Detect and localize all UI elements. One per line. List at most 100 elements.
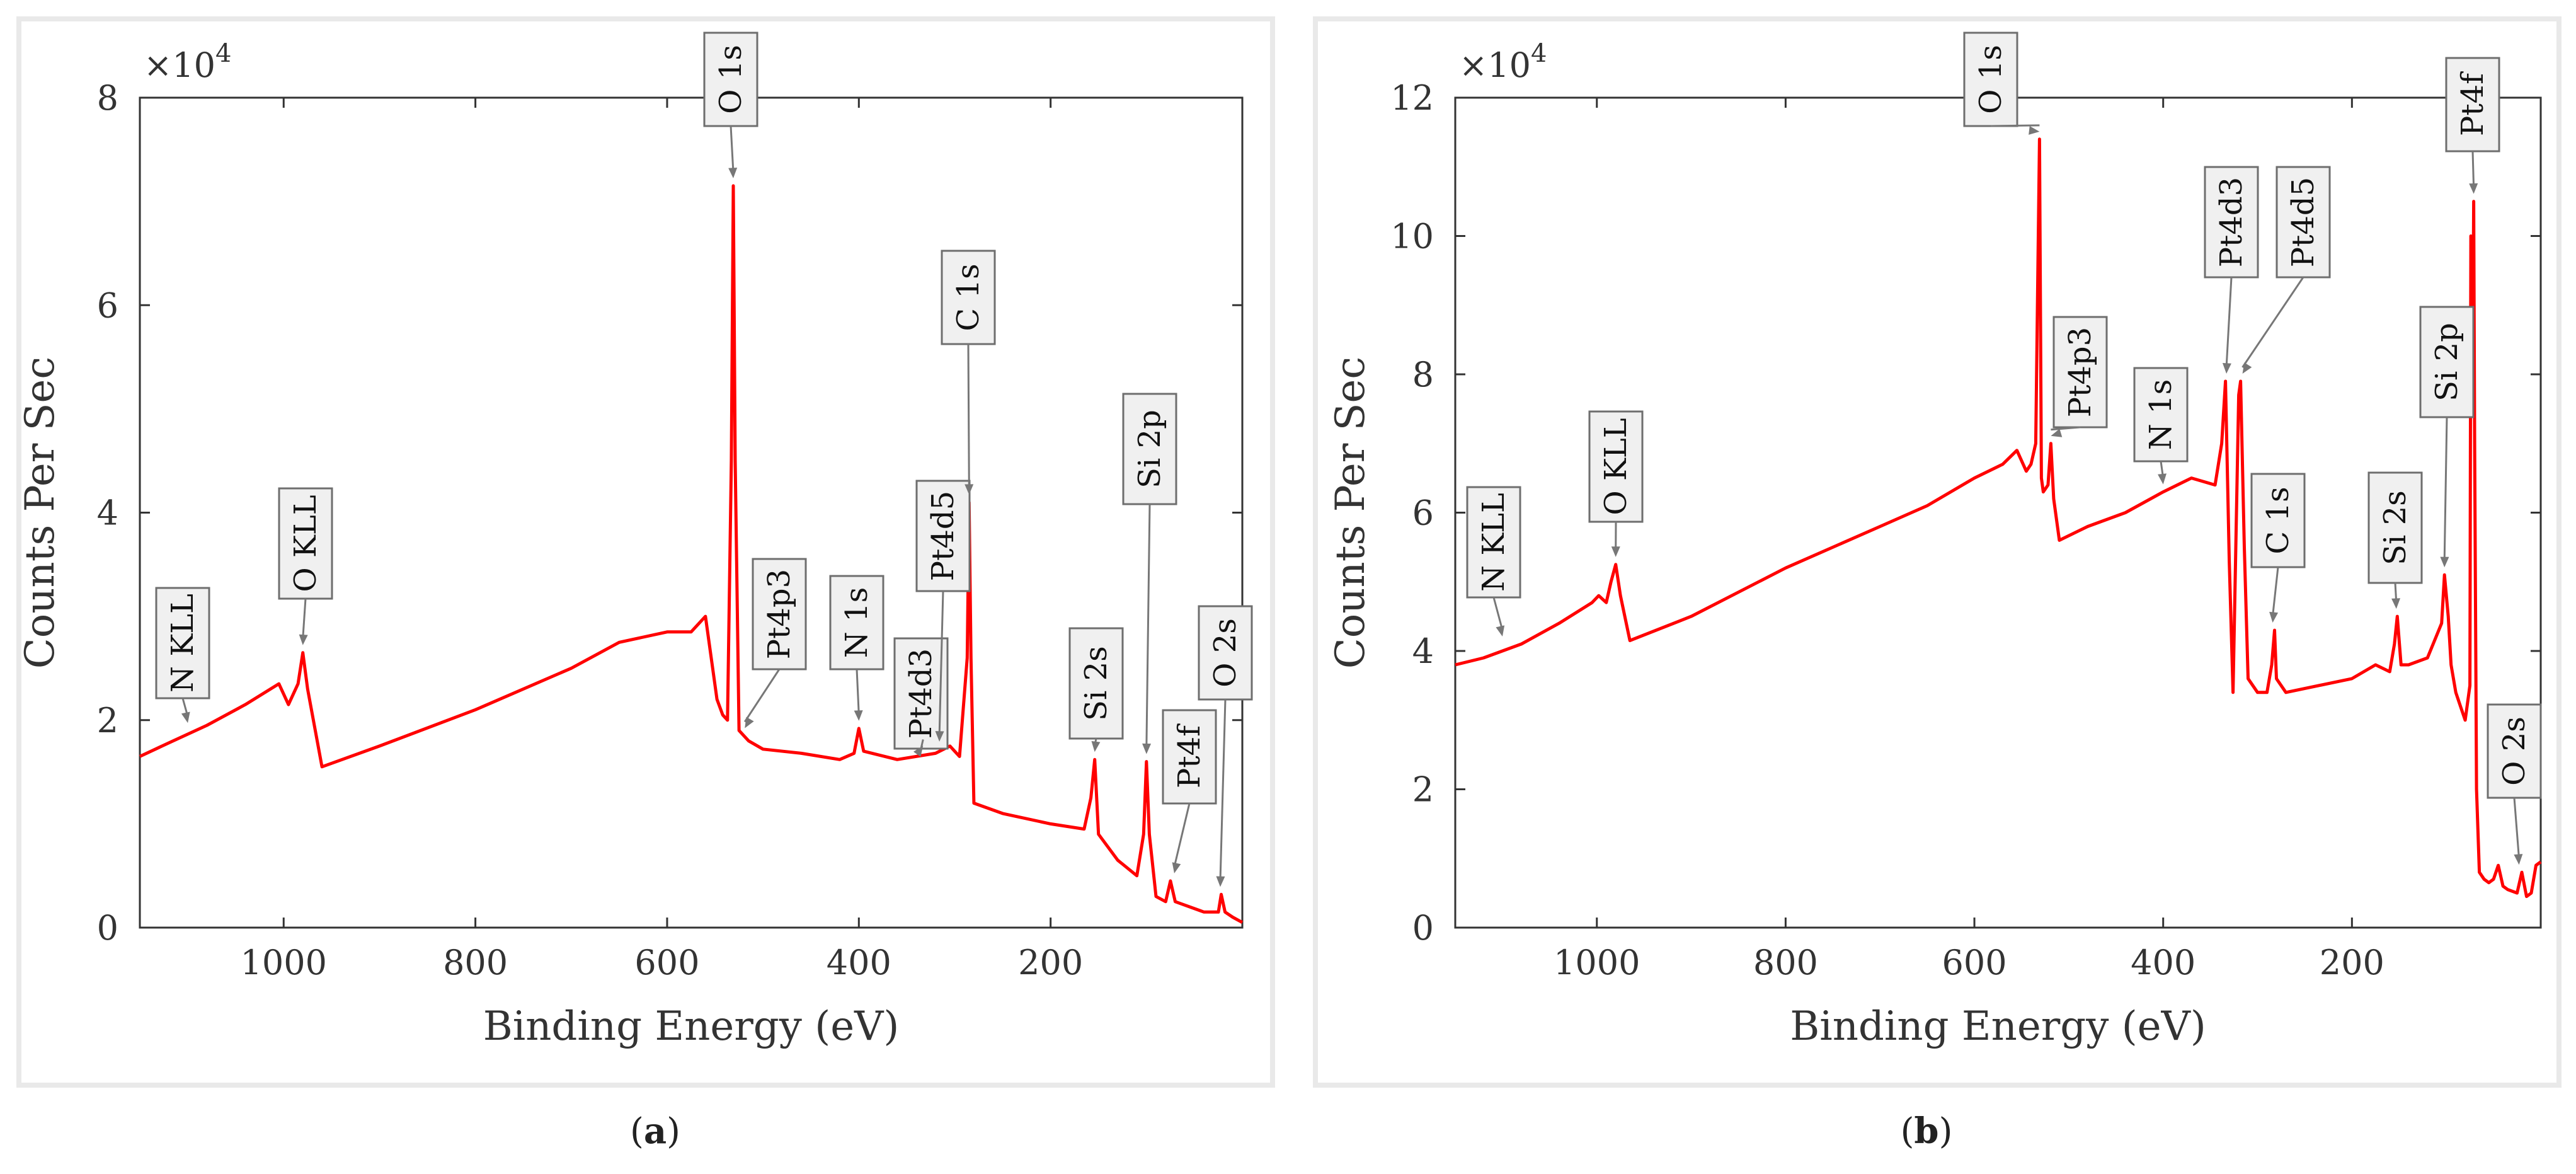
annotation-leader <box>938 590 944 735</box>
y-tick-label: 2 <box>1412 770 1434 810</box>
annotation-box <box>2133 367 2189 463</box>
annotation-label: Pt4p3 <box>762 569 797 659</box>
annotation-n-kll: N KLL <box>1466 486 1521 637</box>
annotation-label: O 2s <box>1208 618 1243 688</box>
annotation-label: C 1s <box>2260 486 2296 554</box>
y-axis-title: Counts Per Sec <box>1327 357 1374 669</box>
caption-open-paren: ( <box>629 1111 644 1152</box>
annotation-arrowhead <box>1496 625 1505 637</box>
annotation-o-kll: O KLL <box>1588 410 1644 557</box>
annotation-leader <box>2241 277 2304 368</box>
annotation-arrowhead <box>913 745 924 757</box>
annotation-pt4d5: Pt4d5 <box>2241 166 2331 374</box>
annotation-pt4d5: Pt4d5 <box>915 480 971 742</box>
annotation-n-1s: N 1s <box>829 575 884 721</box>
annotation-leader <box>1492 597 1504 631</box>
x-tick-label: 800 <box>443 943 508 982</box>
annotation-label: Si 2s <box>2378 490 2413 565</box>
y-multiplier-exponent: 4 <box>215 39 231 68</box>
x-tick-label: 1000 <box>1554 943 1640 982</box>
y-tick-label: 4 <box>1412 631 1434 671</box>
annotation-arrowhead <box>745 716 754 728</box>
annotation-label: Pt4f <box>1172 723 1207 788</box>
y-multiplier-label: ×104 <box>144 39 231 85</box>
chart-panel-a: 1000 800 600 400 200 0 2 4 6 8 Binding Energy (eV)… <box>17 32 1253 1050</box>
annotation-arrowhead <box>965 484 974 495</box>
annotation-o-1s: O 1s <box>703 32 758 178</box>
y-tick-label: 6 <box>1412 493 1434 533</box>
annotation-arrowhead <box>2222 363 2231 374</box>
y-multiplier-exponent: 4 <box>1531 39 1547 68</box>
x-tick-label: 200 <box>1018 943 1083 982</box>
annotation-label: O 1s <box>1973 45 2008 114</box>
y-tick-label: 10 <box>1390 217 1434 256</box>
annotation-box <box>2487 703 2542 799</box>
annotation-label: O KLL <box>288 495 323 592</box>
annotation-label: Si 2p <box>2429 323 2464 401</box>
annotation-label: Si 2p <box>1132 410 1167 488</box>
caption-letter-b: b <box>1914 1110 1939 1152</box>
annotation-o-kll: O KLL <box>278 487 333 645</box>
annotation-arrowhead <box>1172 862 1181 873</box>
caption-close-paren: ) <box>1938 1111 1953 1152</box>
annotation-arrowhead <box>299 634 308 645</box>
annotation-pt4d3: Pt4d3 <box>2204 166 2259 374</box>
annotation-pt4f: Pt4f <box>2445 57 2500 194</box>
annotation-box <box>1068 627 1124 740</box>
annotation-leader <box>967 343 970 489</box>
panel-a-caption: (a) <box>592 1110 718 1152</box>
annotation-o-1s: O 1s <box>1963 32 2040 135</box>
annotation-label: Si 2s <box>1079 646 1114 721</box>
panel-b-caption: (b) <box>1863 1110 1989 1152</box>
annotation-leader <box>856 669 860 715</box>
annotation-label: O 1s <box>713 45 748 114</box>
annotation-n-1s: N 1s <box>2133 367 2189 485</box>
annotation-label: N KLL <box>1476 493 1511 592</box>
annotation-box <box>1162 709 1217 805</box>
annotation-arrowhead <box>728 168 738 178</box>
y-tick-label: 2 <box>97 701 118 740</box>
annotation-label: Pt4d5 <box>2286 177 2321 267</box>
x-tick-label: 800 <box>1753 943 1818 982</box>
annotation-arrowhead <box>1142 743 1152 754</box>
x-tick-label: 600 <box>634 943 699 982</box>
x-axis-title: Binding Energy (eV) <box>1790 1003 2206 1050</box>
y-tick-label: 12 <box>1390 78 1434 118</box>
annotation-arrowhead <box>2158 473 2167 485</box>
y-tick-label: 0 <box>1412 908 1434 948</box>
annotation-c-1s: C 1s <box>941 250 996 495</box>
annotation-label: Pt4d5 <box>925 491 961 581</box>
annotation-label: C 1s <box>951 263 986 331</box>
annotation-box <box>2052 316 2108 429</box>
annotation-box <box>2250 473 2306 568</box>
annotation-leader <box>302 598 307 639</box>
x-tick-label: 400 <box>2131 943 2195 982</box>
annotation-arrowhead <box>1091 741 1101 752</box>
y-multiplier-label: ×104 <box>1459 39 1547 85</box>
annotation-arrowhead <box>2269 611 2279 623</box>
x-tick-label: 1000 <box>241 943 327 982</box>
annotation-label: Pt4p3 <box>2063 327 2098 417</box>
annotation-pt4p3: Pt4p3 <box>743 558 807 728</box>
annotation-leader <box>730 125 735 173</box>
annotation-label: Pt4f <box>2455 71 2490 136</box>
annotation-si-2s: Si 2s <box>1068 627 1124 752</box>
annotation-arrowhead <box>2514 854 2523 865</box>
y-tick-label: 0 <box>97 908 118 948</box>
annotation-box <box>752 558 807 670</box>
annotation-label: N 1s <box>2143 379 2178 450</box>
annotation-n-kll: N KLL <box>155 587 210 723</box>
series-line <box>1455 137 2542 899</box>
annotation-leader <box>743 669 781 723</box>
annotation-box <box>155 587 210 699</box>
annotation-leader <box>1173 803 1191 868</box>
annotation-arrowhead <box>2469 183 2478 194</box>
y-tick-label: 6 <box>97 285 118 325</box>
caption-close-paren: ) <box>667 1111 680 1152</box>
annotation-arrowhead <box>935 731 944 742</box>
annotation-leader <box>2471 151 2475 188</box>
panel-a-frame <box>16 16 1275 1088</box>
annotation-arrowhead <box>2391 598 2401 609</box>
annotation-leader <box>2272 567 2279 617</box>
annotation-label: Pt4d3 <box>903 648 939 739</box>
